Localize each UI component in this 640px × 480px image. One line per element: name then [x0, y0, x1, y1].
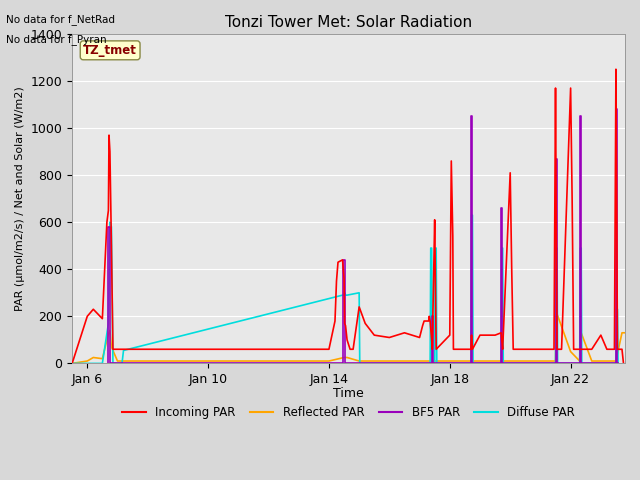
- Legend: Incoming PAR, Reflected PAR, BF5 PAR, Diffuse PAR: Incoming PAR, Reflected PAR, BF5 PAR, Di…: [118, 401, 580, 423]
- Y-axis label: PAR (μmol/m2/s) / Net and Solar (W/m2): PAR (μmol/m2/s) / Net and Solar (W/m2): [15, 86, 25, 311]
- Title: Tonzi Tower Met: Solar Radiation: Tonzi Tower Met: Solar Radiation: [225, 15, 472, 30]
- Text: No data for f_Pyran: No data for f_Pyran: [6, 34, 107, 45]
- X-axis label: Time: Time: [333, 387, 364, 400]
- Text: No data for f_NetRad: No data for f_NetRad: [6, 14, 115, 25]
- Text: TZ_tmet: TZ_tmet: [83, 44, 137, 57]
